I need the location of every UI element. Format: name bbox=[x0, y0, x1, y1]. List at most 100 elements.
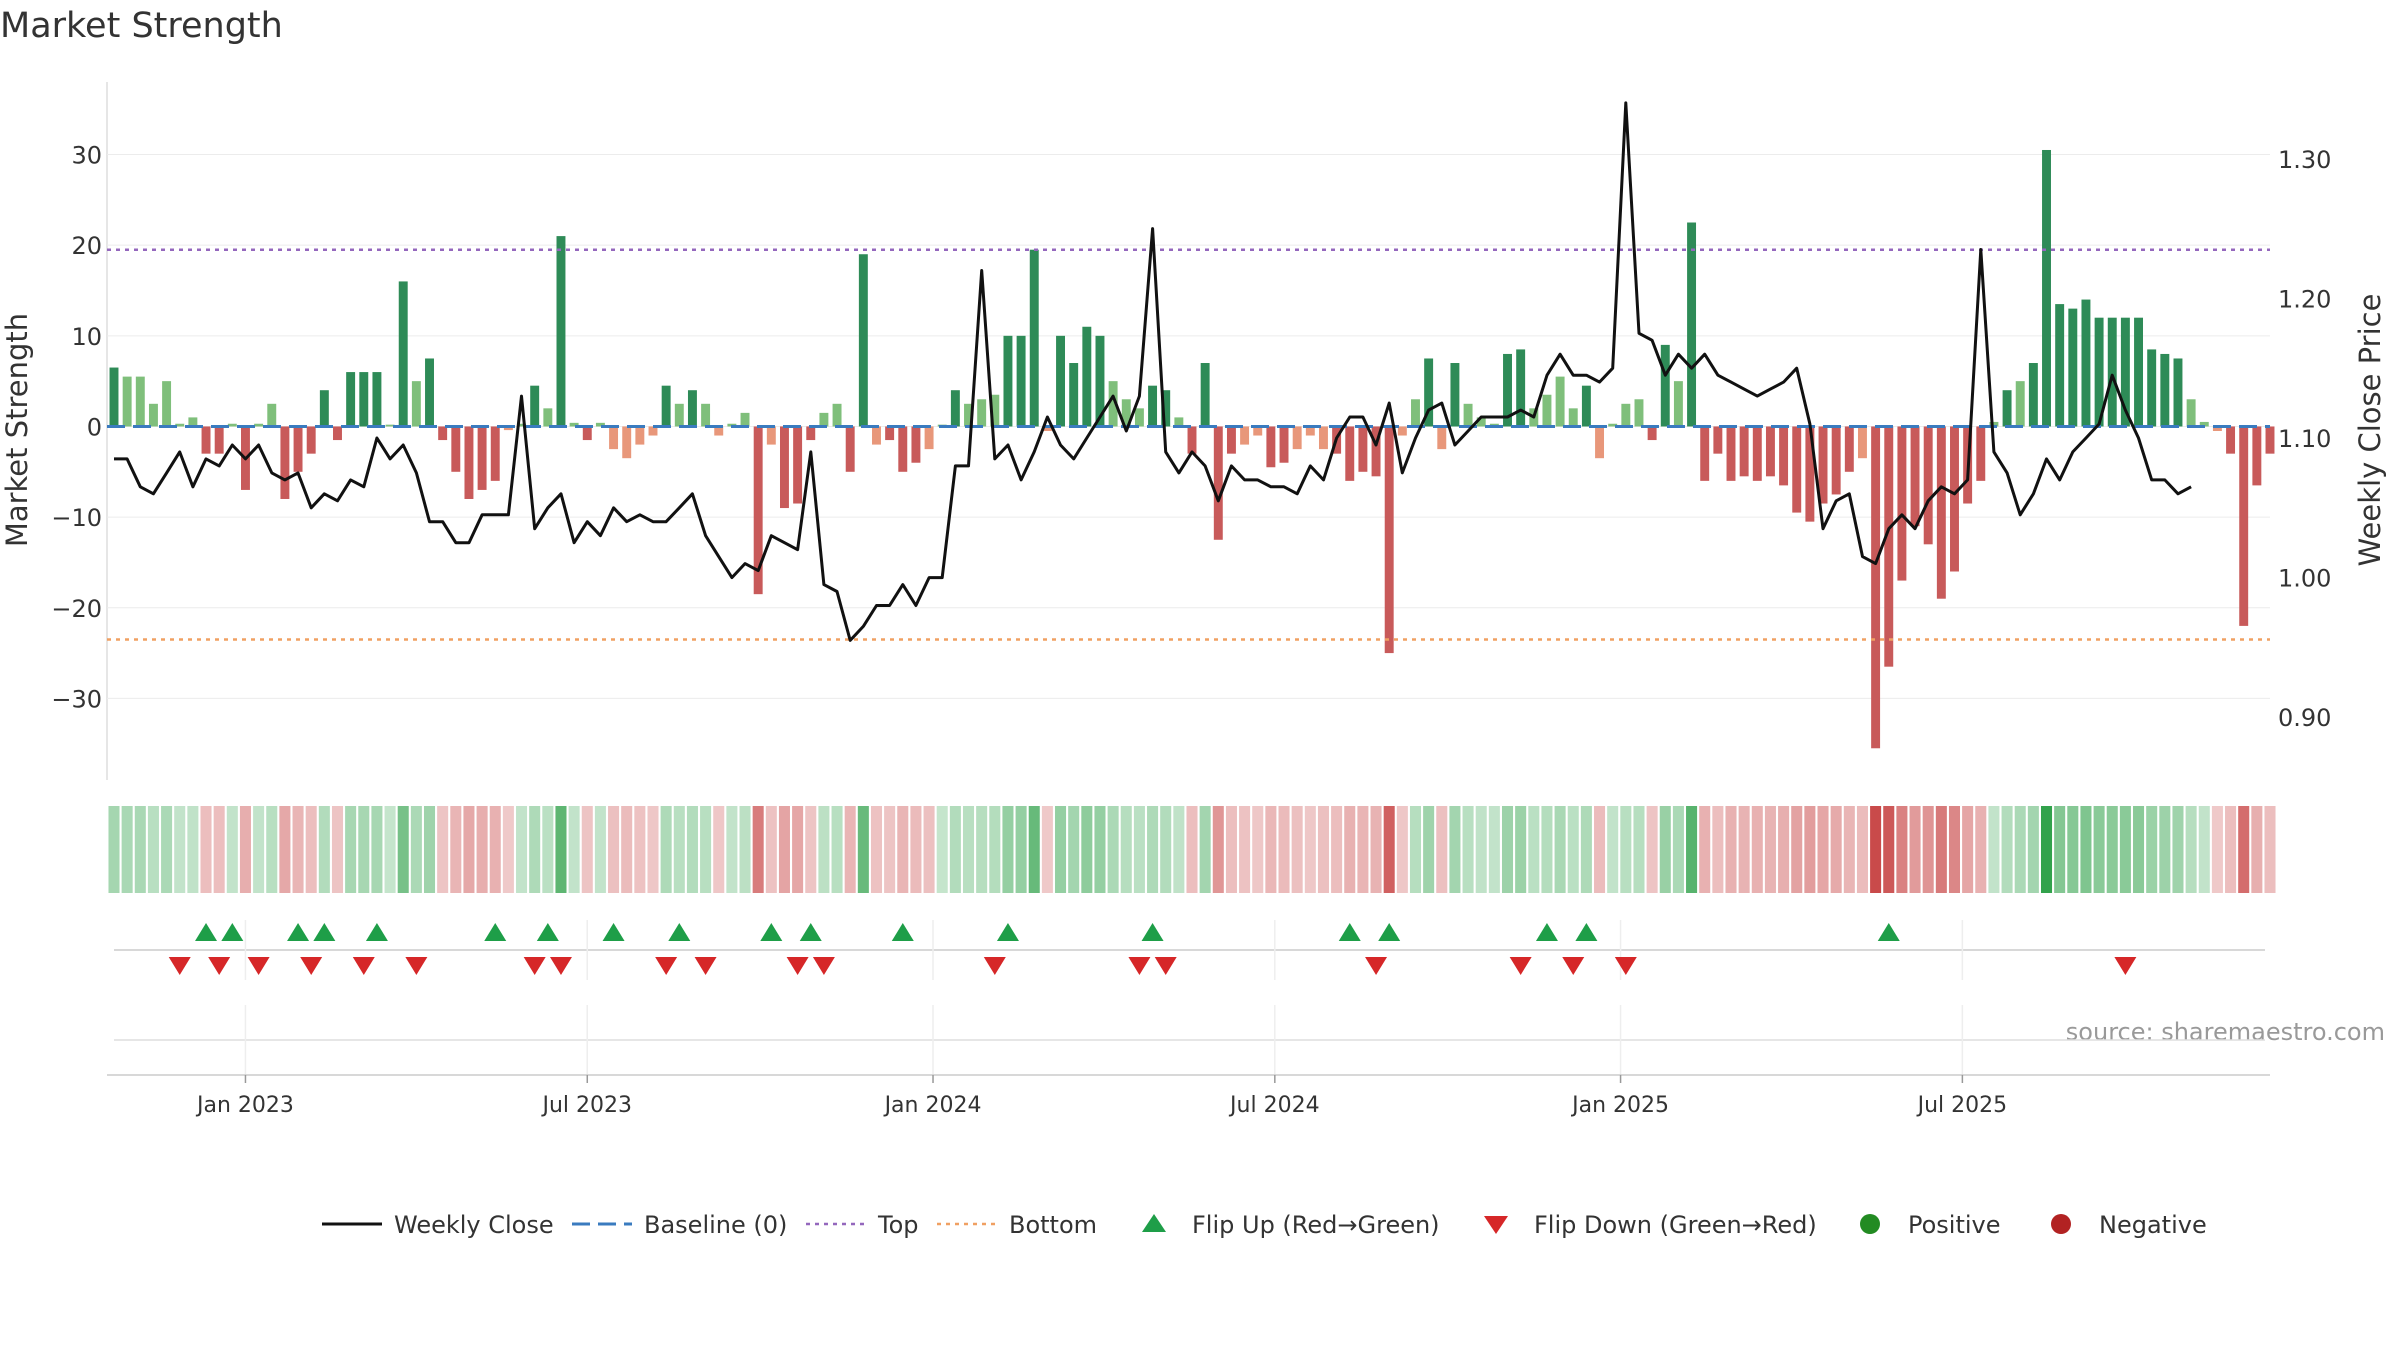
heat-strip-cell bbox=[936, 806, 948, 893]
heat-strip-cell bbox=[1002, 806, 1014, 893]
heat-strip-cell bbox=[2054, 806, 2066, 893]
heat-strip-cell bbox=[423, 806, 436, 893]
flip-up-marker bbox=[1378, 923, 1401, 941]
heat-strip-cell bbox=[410, 806, 422, 893]
strength-bar bbox=[1121, 399, 1131, 427]
strength-bar bbox=[1292, 426, 1302, 450]
strength-bar bbox=[1844, 426, 1854, 472]
heat-strip-cell bbox=[568, 806, 580, 893]
heat-strip-cell bbox=[1686, 806, 1698, 893]
strength-bar bbox=[1108, 381, 1118, 427]
strength-bar bbox=[766, 426, 776, 445]
legend-item: Positive bbox=[1860, 1211, 2001, 1239]
main-panel: 30 20 10 0 −10 −20 −30 1.30 1.20 1.10 1.00 0.90 bbox=[51, 82, 2331, 780]
strength-bar bbox=[1411, 399, 1420, 427]
strength-bar bbox=[1056, 335, 1066, 427]
heat-strip-cell bbox=[1186, 806, 1198, 893]
strength-bar bbox=[819, 412, 829, 427]
strength-bar bbox=[582, 426, 592, 441]
strength-bar bbox=[1923, 426, 1933, 545]
heat-strip-cell bbox=[345, 806, 357, 893]
strength-bar bbox=[1174, 417, 1184, 427]
flip-down-marker bbox=[168, 957, 191, 975]
heat-strip-cell bbox=[1147, 806, 1159, 893]
flip-down-marker bbox=[523, 957, 546, 975]
heat-strip-cell bbox=[870, 806, 883, 893]
flip-down-marker bbox=[983, 957, 1006, 975]
heat-strip-cell bbox=[1830, 806, 1842, 893]
strength-bar bbox=[1161, 390, 1171, 427]
strength-bar bbox=[924, 426, 934, 450]
strength-bar bbox=[464, 426, 474, 499]
heat-strip-cell bbox=[2146, 806, 2158, 893]
heat-strip-cell bbox=[634, 806, 646, 893]
strength-bar bbox=[1345, 426, 1355, 481]
strength-bar bbox=[1581, 385, 1591, 427]
heat-strip-cell bbox=[1594, 806, 1606, 893]
heat-strip-cell bbox=[239, 806, 251, 893]
strength-bar bbox=[1805, 426, 1815, 522]
heat-strip-cell bbox=[2014, 806, 2026, 893]
strength-bar bbox=[2028, 363, 2038, 427]
heat-strip-cell bbox=[1068, 806, 1080, 893]
heat-strip-cell bbox=[752, 806, 764, 893]
strength-bar bbox=[148, 403, 158, 427]
strength-bar bbox=[1910, 426, 1920, 527]
heat-strip-cell bbox=[2080, 806, 2092, 893]
strength-bar bbox=[1240, 426, 1250, 445]
heat-strip-cell bbox=[1028, 806, 1040, 893]
strength-bar bbox=[267, 403, 277, 427]
strength-bar bbox=[359, 372, 369, 427]
strength-bar bbox=[1042, 426, 1052, 431]
heat-strip-cell bbox=[1567, 806, 1579, 893]
heat-strip-cell bbox=[318, 806, 330, 893]
strength-bar bbox=[569, 422, 579, 427]
strength-bar bbox=[1989, 421, 1999, 427]
strength-bar bbox=[2015, 381, 2025, 427]
legend-item: Bottom bbox=[937, 1211, 1097, 1239]
heat-strip-cell bbox=[450, 806, 462, 893]
heat-strip-cell bbox=[1843, 806, 1855, 893]
strength-bar bbox=[1792, 426, 1802, 513]
strength-bar bbox=[674, 403, 684, 427]
heat-strip-cell bbox=[1120, 806, 1132, 893]
heat-strip-cell bbox=[1081, 806, 1093, 893]
strength-bar bbox=[135, 376, 145, 427]
flip-down-marker bbox=[549, 957, 572, 975]
legend-swatch-triangle-up bbox=[1142, 1214, 1166, 1232]
heat-strip-cell bbox=[1344, 806, 1356, 893]
y-tick-label-left: 30 bbox=[71, 142, 102, 170]
flip-down-marker bbox=[1562, 957, 1585, 975]
heat-strip-cell bbox=[2185, 806, 2197, 893]
strength-bar bbox=[1976, 426, 1986, 481]
strength-bar bbox=[2042, 149, 2051, 427]
strength-bar bbox=[1884, 426, 1894, 667]
strength-bar bbox=[188, 417, 198, 427]
heat-strip-cell bbox=[1107, 806, 1119, 893]
heat-strip-cell bbox=[1291, 806, 1303, 893]
strength-bar bbox=[1503, 353, 1512, 427]
flip-up-marker bbox=[891, 923, 914, 941]
heat-strip-cell bbox=[384, 806, 396, 893]
strength-bar bbox=[687, 390, 697, 427]
strength-bar bbox=[845, 426, 855, 472]
strength-bar bbox=[530, 385, 540, 427]
strength-bar bbox=[385, 424, 395, 427]
heat-strip-cell bbox=[1423, 806, 1435, 893]
heat-strip-cell bbox=[502, 806, 514, 893]
legend-label: Positive bbox=[1908, 1211, 2001, 1239]
heat-strip-cell bbox=[147, 806, 159, 893]
heat-strip-cell bbox=[2093, 806, 2105, 893]
heat-strip-cell bbox=[647, 806, 659, 893]
strength-bar bbox=[2186, 399, 2196, 427]
heat-strip-cell bbox=[437, 806, 449, 893]
flip-down-marker bbox=[655, 957, 678, 975]
heat-strip-cell bbox=[778, 806, 790, 893]
strength-bar bbox=[1371, 426, 1381, 477]
heat-strip-cell bbox=[1738, 806, 1750, 893]
heat-strip-cell bbox=[476, 806, 488, 893]
flip-down-marker bbox=[1365, 957, 1388, 975]
flip-up-marker bbox=[1338, 923, 1361, 941]
legend-label: Weekly Close bbox=[394, 1211, 554, 1239]
